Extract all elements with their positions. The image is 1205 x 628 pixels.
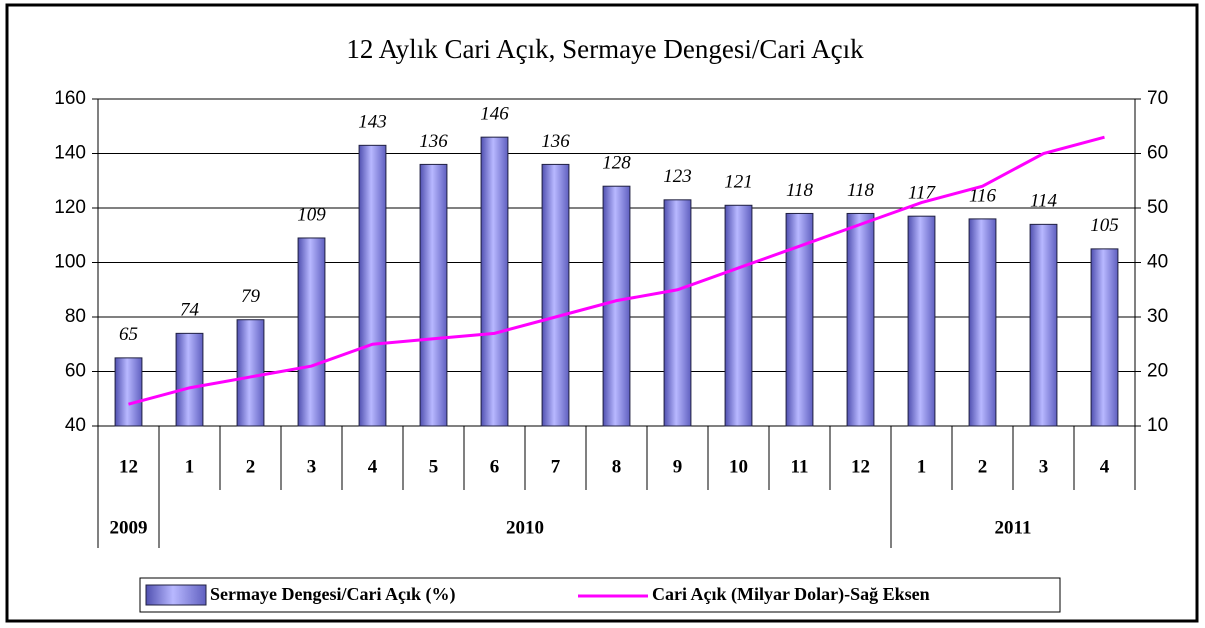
legend-label: Sermaye Dengesi/Cari Açık (%) xyxy=(210,584,455,605)
data-label: 123 xyxy=(663,166,692,187)
data-label: 116 xyxy=(969,185,997,206)
x-tick-label: 12 xyxy=(851,456,870,477)
data-label: 128 xyxy=(602,153,631,174)
data-label: 118 xyxy=(786,180,814,201)
data-label: 136 xyxy=(541,131,570,152)
chart-title: 12 Aylık Cari Açık, Sermaye Dengesi/Cari… xyxy=(346,34,864,64)
x-tick-label: 7 xyxy=(551,456,561,477)
bar xyxy=(907,215,936,427)
y-tick-label: 100 xyxy=(54,252,86,273)
line xyxy=(128,135,1105,406)
bar xyxy=(1090,248,1119,427)
y2-tick-label: 10 xyxy=(1147,415,1168,436)
data-label: 74 xyxy=(180,300,200,321)
x-tick-label: 10 xyxy=(729,456,748,477)
bar xyxy=(297,237,326,427)
x-tick-label: 3 xyxy=(1039,456,1049,477)
bar xyxy=(602,185,631,427)
data-label: 118 xyxy=(847,180,875,201)
x-group-label: 2010 xyxy=(506,517,544,538)
x-tick-label: 2 xyxy=(978,456,988,477)
data-label: 121 xyxy=(724,172,753,193)
y2-tick-label: 30 xyxy=(1147,306,1168,327)
data-label: 79 xyxy=(241,286,261,307)
y-tick-label: 120 xyxy=(54,197,86,218)
bar xyxy=(663,199,692,427)
bar xyxy=(236,319,265,427)
y-tick-label: 140 xyxy=(54,143,86,164)
x-tick-label: 1 xyxy=(185,456,195,477)
data-label: 117 xyxy=(908,183,937,204)
bar xyxy=(724,204,753,427)
bar xyxy=(358,144,387,427)
bar xyxy=(846,212,875,427)
legend-label: Cari Açık (Milyar Dolar)-Sağ Eksen xyxy=(652,584,930,605)
x-tick-label: 2 xyxy=(246,456,256,477)
x-group-label: 2009 xyxy=(110,517,148,538)
y-tick-label: 80 xyxy=(65,306,86,327)
data-label: 143 xyxy=(358,112,387,133)
x-tick-label: 5 xyxy=(429,456,439,477)
bar xyxy=(1029,223,1058,427)
frame xyxy=(5,3,1199,623)
x-tick-label: 4 xyxy=(368,456,378,477)
y-tick-label: 160 xyxy=(54,88,86,109)
x-tick-label: 12 xyxy=(119,456,138,477)
data-label: 146 xyxy=(480,104,509,125)
x-tick-label: 9 xyxy=(673,456,683,477)
bar xyxy=(541,163,570,427)
x-tick-label: 11 xyxy=(791,456,809,477)
x-tick-label: 1 xyxy=(917,456,927,477)
data-label: 114 xyxy=(1030,191,1058,212)
y-tick-label: 40 xyxy=(65,415,86,436)
bar xyxy=(114,357,143,427)
data-label: 105 xyxy=(1090,215,1119,236)
data-label: 109 xyxy=(297,204,326,225)
bar xyxy=(480,136,509,427)
bar xyxy=(419,163,448,427)
data-label: 136 xyxy=(419,131,448,152)
x-tick-label: 4 xyxy=(1100,456,1110,477)
x-tick-label: 8 xyxy=(612,456,622,477)
x-tick-label: 3 xyxy=(307,456,317,477)
y2-tick-label: 70 xyxy=(1147,88,1168,109)
bar xyxy=(175,332,204,427)
y2-tick-label: 50 xyxy=(1147,197,1168,218)
y2-tick-label: 60 xyxy=(1147,143,1168,164)
data-label: 65 xyxy=(119,324,138,345)
x-group-label: 2011 xyxy=(995,517,1032,538)
y-tick-label: 60 xyxy=(65,361,86,382)
y2-tick-label: 20 xyxy=(1147,361,1168,382)
y2-tick-label: 40 xyxy=(1147,252,1168,273)
bar xyxy=(968,218,997,427)
legend-swatch xyxy=(145,584,207,606)
x-tick-label: 6 xyxy=(490,456,500,477)
